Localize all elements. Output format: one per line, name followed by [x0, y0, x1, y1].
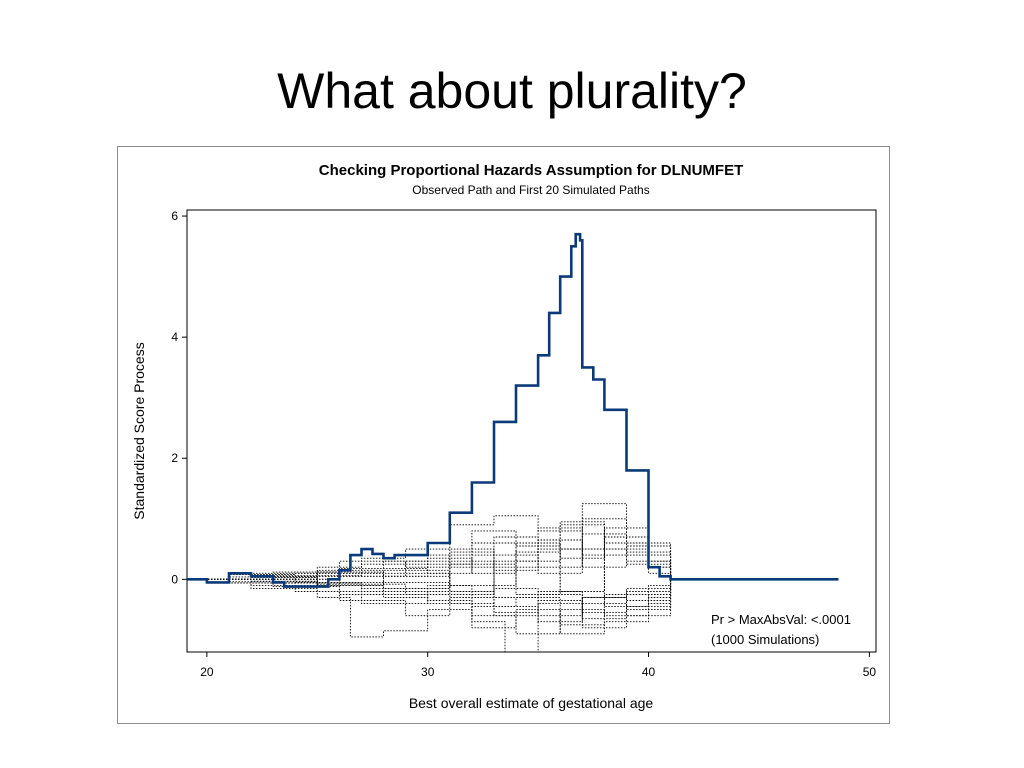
y-axis: 0 2 4 6 — [171, 209, 187, 586]
y-tick-label: 4 — [171, 330, 178, 344]
simulated-path-line — [187, 578, 672, 635]
y-tick-label: 6 — [171, 209, 178, 223]
series-layer — [187, 232, 839, 653]
y-tick-label: 0 — [171, 572, 178, 586]
simulated-path-line — [187, 578, 672, 620]
x-axis-label: Best overall estimate of gestational age — [409, 695, 654, 711]
observed-path-line — [187, 232, 839, 588]
chart-title: Checking Proportional Hazards Assumption… — [319, 162, 743, 179]
simulated-path-line — [187, 566, 672, 614]
x-axis: 20 30 40 50 — [200, 652, 876, 679]
p-value-annotation: Pr > MaxAbsVal: <.0001 — [711, 612, 851, 627]
x-tick-label: 50 — [863, 665, 877, 679]
x-tick-label: 40 — [642, 665, 656, 679]
y-tick-label: 2 — [171, 451, 178, 465]
x-tick-label: 30 — [421, 665, 435, 679]
simulated-path-line — [187, 578, 672, 635]
simulated-path-line — [187, 578, 672, 653]
chart-subtitle: Observed Path and First 20 Simulated Pat… — [412, 183, 649, 197]
slide-title: What about plurality? — [277, 63, 747, 119]
simulated-path-line — [187, 503, 672, 580]
y-axis-label: Standardized Score Process — [131, 342, 147, 519]
chart-svg: Checking Proportional Hazards Assumption… — [131, 162, 877, 711]
simulated-path-line — [187, 533, 672, 580]
simulated-path-line — [187, 578, 672, 626]
simulated-path-line — [187, 527, 672, 580]
chart-frame: Checking Proportional Hazards Assumption… — [117, 146, 890, 724]
simulated-path-line — [187, 548, 672, 608]
simulations-annotation: (1000 Simulations) — [711, 632, 819, 647]
x-tick-label: 20 — [200, 665, 214, 679]
